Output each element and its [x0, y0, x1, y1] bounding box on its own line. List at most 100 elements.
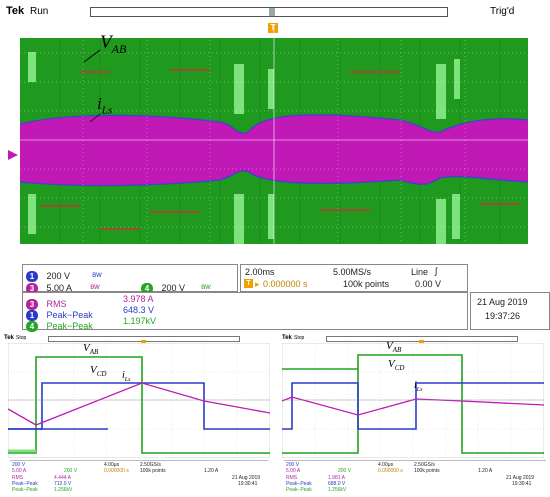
channel-1-scale: 200 V [286, 462, 300, 468]
sample-rate: 2.50GS/s [414, 462, 435, 468]
measurement-channel-badge: 3 [26, 299, 38, 310]
vcd-label: VCD [90, 364, 106, 378]
right-info-panel: 200 V 5.00 A 200 V 4.00μs 2.50GS/s 0.000… [284, 460, 546, 495]
ils-trace [282, 396, 544, 416]
trigger-level: 0.00 V [415, 279, 442, 289]
channel-4-setting[interactable]: 4 200 V ᴮᵂ [141, 278, 211, 296]
channel-1-scale: 200 V [12, 462, 26, 468]
vcd-label-sub: CD [96, 370, 107, 379]
timebase-panel[interactable]: 2.00ms 5.00MS/s Line ∫ T ▸ 0.000000 s 10… [240, 264, 468, 292]
trigger-level: 1.20 A [204, 468, 219, 474]
red-traces [40, 69, 520, 230]
vcd-label-main: V [388, 358, 395, 370]
vab-label-sub: AB [392, 346, 402, 355]
timebase: 4.00μs [104, 462, 120, 468]
channel-3-scale: 5.00 A [12, 468, 27, 474]
trigger-offset-arrow-icon: ▸ [255, 279, 260, 289]
channel-badge: 3 [26, 283, 38, 294]
measurement-value: 3.978 A [123, 294, 154, 304]
channel-4-scale: 200 V [338, 468, 352, 474]
measurement-row: 3 RMS [26, 294, 66, 312]
vab-label: VAB [386, 340, 401, 354]
ils-pointer [89, 113, 101, 123]
ils-label-sub: Ls [124, 377, 131, 383]
record-view-window[interactable] [269, 8, 275, 16]
record-position-bar[interactable] [90, 7, 448, 17]
waveform-svg [19, 24, 529, 256]
measurement-value: 648.3 V [123, 305, 155, 315]
main-oscilloscope: Tek Run Trig'd T [0, 0, 550, 332]
ils-label-main: i [122, 370, 125, 381]
measurement-value: 4.444 A [54, 475, 71, 481]
brand-logo: Tek [4, 335, 14, 341]
measurement-name: Peak−Peak [286, 487, 312, 493]
measurement-value: 712.0 V [54, 481, 72, 487]
vcd-label: VCD [388, 358, 404, 372]
vab-trace [282, 354, 544, 454]
measurement-name: RMS [12, 475, 24, 481]
ils-label-sub: Ls [416, 387, 423, 393]
channel-badge: 4 [141, 283, 153, 294]
trigger-position-marker[interactable] [419, 340, 424, 345]
ils-label: iLs [122, 370, 130, 383]
acquisition-status: Stop [294, 335, 305, 341]
trigger-position-marker[interactable] [141, 340, 146, 345]
vcd-label-sub: CD [394, 364, 405, 373]
vab-transients [28, 52, 460, 244]
vab-pointer [83, 49, 101, 63]
ils-label: iLs [414, 380, 422, 393]
vab-label-main: V [100, 32, 112, 53]
ils-label: iLs [97, 94, 112, 116]
sample-rate: 5.00MS/s [333, 267, 372, 277]
timebase: 4.00μs [378, 462, 394, 468]
measurement-value: 1.197kV [123, 316, 157, 326]
vab-label-sub: AB [89, 348, 99, 357]
trigger-offset-icon: T [244, 279, 253, 288]
measurement-name: RMS [286, 475, 298, 481]
measurement-value: 688.0 V [328, 481, 346, 487]
channel-3-scale: 5.00 A [286, 468, 301, 474]
acquisition-status: Run [30, 6, 49, 17]
record-length: 100k points [140, 468, 166, 474]
measurement-channel-badge: 4 [26, 321, 38, 332]
ils-trace [8, 382, 270, 426]
left-oscilloscope: Tek Stop VAB VCD iLs 200 V 5.00 A 200 V … [0, 334, 272, 497]
brand-logo: Tek [282, 335, 292, 341]
sample-rate: 2.50GS/s [140, 462, 161, 468]
channel-scale: 5.00 A [46, 283, 72, 293]
measurement-name: Peak−Peak [46, 310, 93, 320]
channel-settings-panel[interactable]: 1 200 V ᴮᵂ 3 5.00 A ᴮᵂ 4 200 V ᴮᵂ [22, 264, 238, 294]
channel-scale: 200 V [161, 283, 185, 293]
measurements-panel[interactable]: 3 RMS 3.978 A 1 Peak−Peak 648.3 V 4 Peak… [22, 292, 468, 332]
vcd-trace [282, 382, 544, 430]
channel-3-setting[interactable]: 3 5.00 A ᴮᵂ [26, 278, 100, 296]
capture-time: 19:30:41 [238, 481, 258, 487]
channel-1-setting[interactable]: 1 200 V ᴮᵂ [26, 266, 102, 284]
trigger-offset: 0.000000 s [104, 468, 129, 474]
ils-label-main: i [414, 380, 417, 391]
bandwidth-limit-icon: ᴮᵂ [92, 271, 102, 281]
measurement-channel-badge: 1 [26, 310, 38, 321]
channel-4-scale: 200 V [64, 468, 78, 474]
trigger-status: Trig'd [490, 6, 515, 17]
channel-badge: 1 [26, 271, 38, 282]
record-length: 100k points [343, 279, 390, 289]
capture-time: 19:37:26 [485, 311, 521, 321]
trigger-offset: 0.000000 s [263, 279, 308, 289]
ils-lower-edge [19, 170, 529, 187]
left-waveform-svg [8, 343, 270, 458]
measurement-name: Peak−Peak [12, 487, 38, 493]
trigger-offset: 0.000000 s [378, 468, 403, 474]
right-oscilloscope: Tek Stop VAB VCD iLs 200 V 5.00 A 200 V … [278, 334, 550, 497]
vab-trace [8, 356, 270, 454]
scope-title-bar: Tek Run Trig'd [0, 0, 550, 22]
ils-label-main: i [97, 94, 102, 113]
measurement-value: 1.256kV [54, 487, 73, 493]
trigger-position-marker[interactable]: T [268, 23, 278, 33]
channel-ground-marker[interactable] [8, 150, 18, 160]
bandwidth-limit-icon: ᴮᵂ [90, 283, 100, 293]
measurement-name: Peak−Peak [46, 321, 93, 331]
ils-upper-edge [19, 114, 529, 134]
measurement-value: 1.981 A [328, 475, 345, 481]
right-waveform-svg [282, 343, 544, 458]
